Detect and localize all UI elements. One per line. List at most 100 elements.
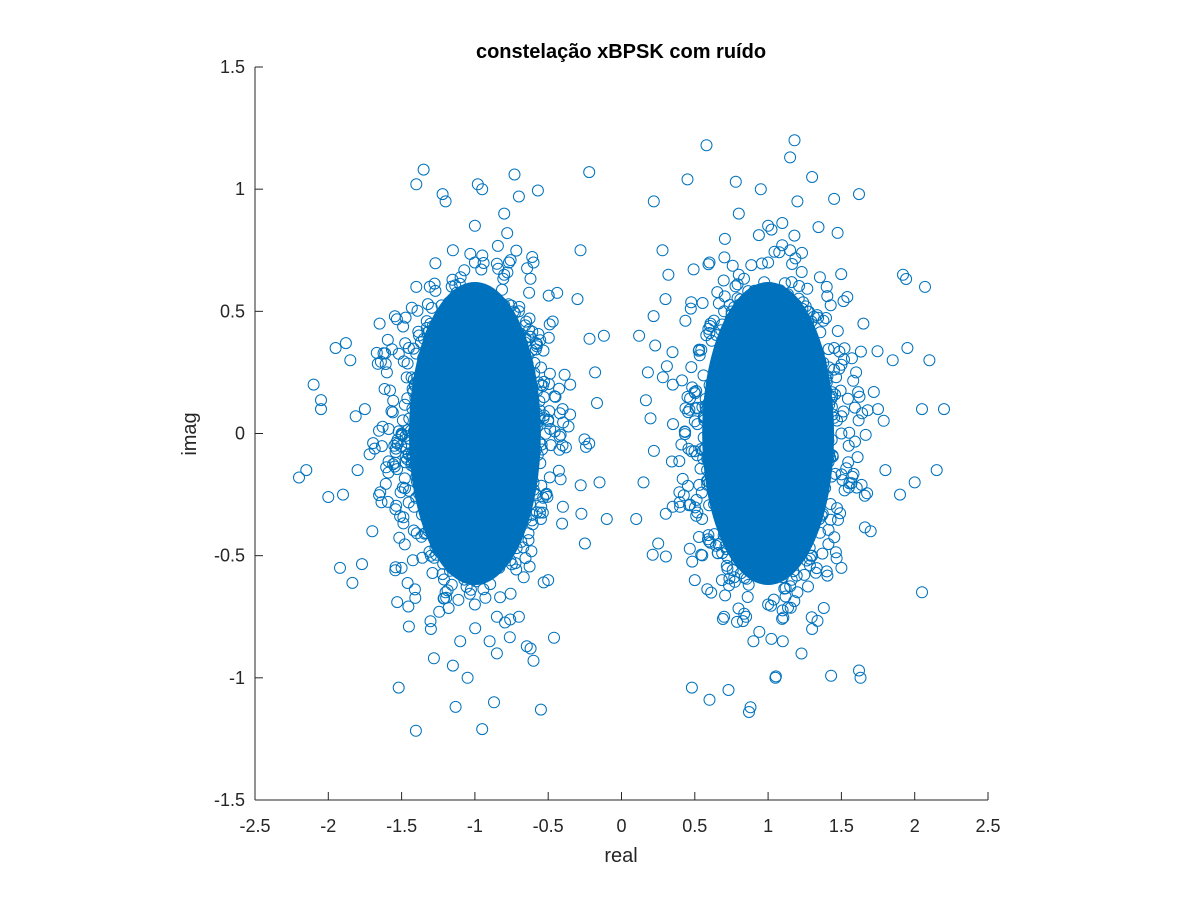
noise-point [793, 373, 806, 386]
noise-point [765, 357, 778, 370]
noise-point [415, 530, 428, 543]
data-point [886, 354, 899, 367]
noise-point [782, 486, 795, 498]
noise-point [496, 283, 508, 296]
noise-point [691, 418, 704, 431]
data-point [461, 671, 474, 684]
noise-point [720, 559, 733, 572]
data-point [744, 701, 757, 714]
series-1 [630, 134, 950, 718]
noise-point [428, 277, 441, 290]
noise-point [534, 334, 547, 347]
noise-point [717, 274, 730, 287]
noise-point [735, 356, 748, 369]
noise-point [546, 315, 559, 328]
noise-point [416, 551, 429, 564]
noise-point [829, 467, 842, 480]
noise-point [818, 446, 831, 459]
data-point [857, 317, 870, 330]
noise-point [782, 446, 795, 459]
noise-point [509, 427, 522, 440]
noise-point [389, 561, 402, 574]
noise-point [784, 309, 797, 321]
noise-point [753, 625, 766, 638]
noise-point [761, 318, 774, 331]
noise-point [787, 324, 799, 337]
noise-point [808, 415, 821, 428]
noise-point [775, 339, 788, 352]
noise-point [475, 263, 488, 276]
data-point [776, 635, 789, 648]
noise-point [749, 477, 761, 490]
noise-point [723, 572, 736, 585]
noise-point [835, 468, 848, 481]
noise-point [402, 600, 415, 613]
data-point [388, 439, 401, 452]
noise-point [493, 392, 506, 405]
noise-point [752, 229, 765, 242]
noise-point [442, 456, 455, 469]
noise-point [542, 378, 555, 390]
data-point [762, 598, 775, 611]
noise-point [437, 374, 450, 387]
noise-point [734, 427, 747, 440]
noise-point [665, 455, 678, 468]
noise-point [413, 329, 425, 342]
noise-point [535, 438, 548, 451]
noise-point [757, 566, 769, 579]
noise-point [743, 544, 756, 557]
noise-point [721, 516, 734, 529]
noise-point [727, 499, 740, 511]
noise-point [776, 217, 789, 229]
noise-point [842, 481, 855, 494]
noise-point [752, 477, 764, 490]
data-point [769, 671, 782, 684]
noise-point [489, 537, 502, 550]
noise-point [835, 268, 848, 281]
noise-point [501, 402, 514, 414]
noise-point [434, 384, 447, 396]
noise-point [790, 461, 802, 474]
noise-point [704, 457, 717, 470]
noise-point [405, 301, 418, 314]
data-point [791, 195, 804, 208]
data-point [436, 188, 449, 201]
noise-point [417, 350, 430, 363]
noise-point [814, 326, 827, 339]
noise-point [759, 378, 771, 391]
noise-point [498, 550, 511, 563]
noise-point [742, 479, 754, 491]
noise-point [519, 394, 532, 407]
noise-point [799, 523, 812, 536]
noise-point [796, 246, 808, 259]
data-point [916, 586, 928, 599]
noise-point [509, 482, 522, 495]
noise-point [742, 485, 755, 498]
noise-point [396, 414, 409, 427]
noise-point [733, 310, 746, 323]
noise-point [553, 407, 566, 420]
noise-point [824, 498, 837, 510]
noise-point [528, 356, 541, 369]
noise-point [742, 407, 755, 420]
noise-point [843, 426, 856, 439]
data-point [872, 403, 884, 416]
noise-point [710, 539, 723, 552]
noise-point [789, 497, 802, 510]
noise-point [761, 376, 774, 389]
data-point [583, 166, 596, 179]
noise-point [795, 647, 808, 660]
noise-point [486, 459, 499, 472]
noise-point [852, 386, 865, 399]
noise-point [466, 421, 479, 434]
data-point [806, 171, 819, 183]
noise-point [379, 477, 392, 490]
noise-point [659, 550, 672, 563]
noise-point [731, 278, 744, 291]
noise-point [703, 327, 716, 339]
noise-point [522, 465, 534, 478]
data-point [762, 256, 775, 269]
noise-point [463, 510, 476, 523]
noise-point [768, 245, 781, 258]
noise-point [676, 472, 689, 485]
